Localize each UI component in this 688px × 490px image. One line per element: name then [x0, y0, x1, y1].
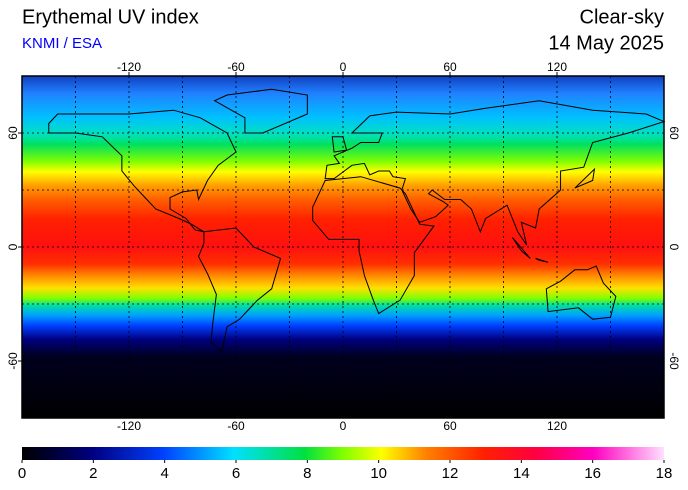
lon-label-bottom: 0	[340, 419, 347, 433]
colorbar-label: 12	[442, 465, 459, 482]
lon-label-top: 120	[547, 60, 567, 74]
lon-label-top: 0	[340, 60, 347, 74]
condition: Clear-sky	[580, 6, 664, 28]
lon-label-bottom: 60	[443, 419, 457, 433]
lon-label-bottom: -60	[227, 419, 245, 433]
colorbar-label: 18	[656, 465, 673, 482]
source: KNMI / ESA	[22, 35, 102, 52]
lat-label-left: -60	[6, 352, 20, 370]
colorbar-label: 16	[584, 465, 601, 482]
coastlines	[49, 89, 664, 351]
lat-label-right: 0	[667, 244, 681, 251]
colorbar-label: 14	[513, 465, 530, 482]
lat-label-left: 0	[6, 243, 20, 250]
date: 14 May 2025	[548, 32, 664, 54]
colorbar-label: 4	[160, 465, 168, 482]
lat-label-right: -60	[667, 352, 681, 370]
colorbar	[22, 447, 664, 460]
colorbar-label: 6	[232, 465, 240, 482]
lon-label-top: -120	[117, 60, 141, 74]
colorbar-label: 0	[18, 465, 26, 482]
lat-label-right: 60	[667, 126, 681, 140]
colorbar-label: 2	[89, 465, 97, 482]
colorbar-label: 10	[370, 465, 387, 482]
lon-label-bottom: -120	[117, 419, 141, 433]
title: Erythemal UV index	[22, 6, 199, 28]
lon-label-top: -60	[227, 60, 245, 74]
lon-label-bottom: 120	[547, 419, 567, 433]
colorbar-label: 8	[303, 465, 311, 482]
lat-label-left: 60	[6, 126, 20, 140]
lon-label-top: 60	[443, 60, 457, 74]
